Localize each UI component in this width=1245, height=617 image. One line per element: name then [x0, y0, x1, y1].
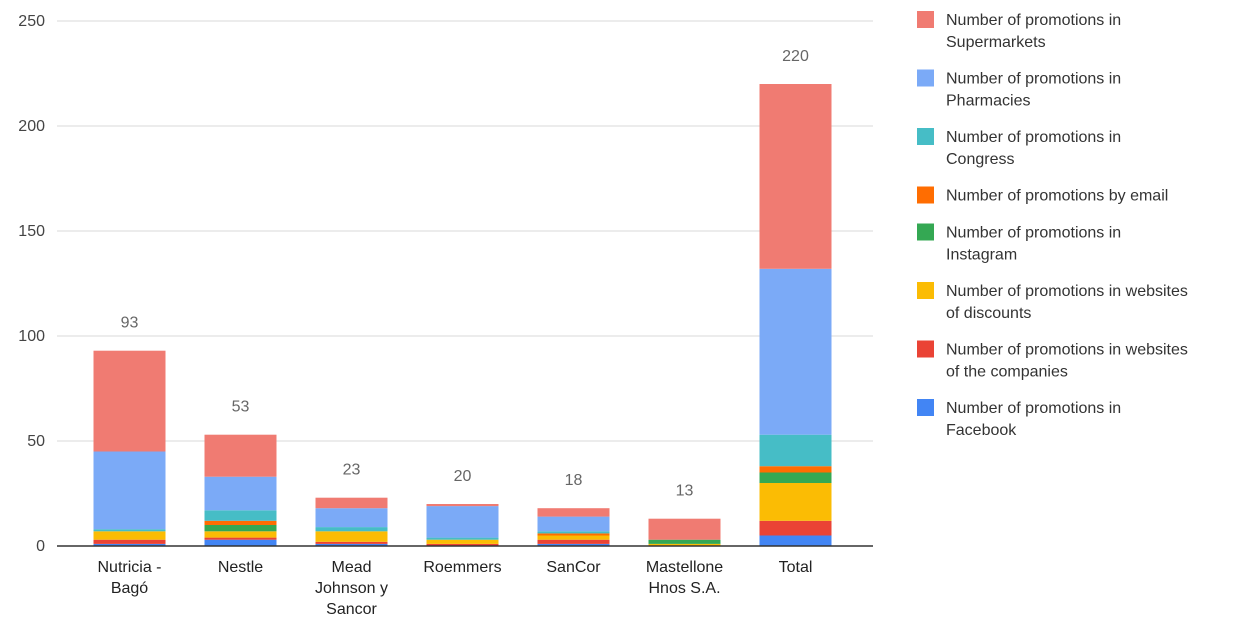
bar-segment	[315, 497, 388, 509]
bar-segment	[204, 539, 277, 546]
legend: Number of promotions in Supermarkets Numbe…	[917, 11, 1188, 439]
bar-segment	[315, 508, 388, 528]
bar-segment	[315, 527, 388, 532]
legend-swatch	[917, 340, 934, 358]
bar-segment	[537, 543, 610, 546]
total-labels: 93 53 23 20 18 13 220	[121, 48, 809, 500]
legend-label: Number of promotions in Pharmacies	[946, 71, 1121, 110]
bar-segment	[759, 483, 832, 521]
bar-segment	[204, 510, 277, 521]
x-category-label: Mastellone Hnos S.A.	[646, 559, 723, 597]
total-data-label: 23	[343, 462, 361, 479]
bar-segment	[426, 539, 499, 544]
x-axis: Nutricia -Bagó Nestle Mead Johnson y Sancor R…	[57, 545, 873, 617]
bar-segment	[648, 539, 721, 544]
legend-label: Number of promotions in websites of the c…	[946, 342, 1188, 381]
bar-segment	[648, 543, 721, 546]
bar-segment	[648, 518, 721, 540]
bar-segment	[426, 506, 499, 538]
bar-segment	[426, 543, 499, 546]
legend-label: Number of promotions in Instagram	[946, 225, 1121, 264]
x-category-label: Mead Johnson y Sancor	[315, 559, 388, 617]
y-tick-label: 0	[36, 538, 45, 555]
bar-segment	[204, 525, 277, 532]
legend-swatch	[917, 11, 934, 28]
bar-segment	[537, 539, 610, 544]
y-tick-label: 250	[18, 13, 45, 30]
bar-segment	[204, 434, 277, 477]
bar-segment	[93, 531, 166, 540]
bar-segment	[759, 84, 832, 269]
legend-swatch	[917, 282, 934, 299]
gridlines	[57, 20, 873, 442]
legend-entry: Number of promotions in Pharmacies	[917, 69, 1121, 110]
legend-label: Number of promotions in websites of disco…	[946, 283, 1188, 322]
y-tick-label: 150	[18, 223, 45, 240]
legend-swatch	[917, 186, 934, 204]
bar-segment	[537, 516, 610, 532]
legend-entry: Number of promotions in websites of the c…	[917, 340, 1188, 381]
bar-segment	[537, 533, 610, 536]
legend-entry: Number of promotions in websites of disco…	[917, 282, 1188, 322]
total-data-label: 93	[121, 315, 139, 332]
legend-swatch	[917, 69, 934, 87]
legend-entry: Number of promotions in Instagram	[917, 223, 1121, 264]
bar-segment	[759, 268, 832, 435]
bar-segment	[93, 451, 166, 530]
total-data-label: 13	[676, 483, 694, 500]
bar-segment	[426, 504, 499, 507]
x-category-label: Total	[779, 559, 813, 576]
legend-label: Number of promotions in Facebook	[946, 400, 1121, 439]
total-data-label: 53	[232, 399, 250, 416]
bar-segment	[204, 476, 277, 511]
y-tick-label: 200	[18, 118, 45, 135]
bar-segment	[315, 541, 388, 544]
x-category-label: SanCor	[546, 559, 601, 576]
y-tick-label: 50	[27, 433, 45, 450]
x-category-label: Nestle	[218, 559, 263, 576]
y-axis-ticks: 0 50 100 150 200 250	[18, 13, 45, 555]
bar-segment	[759, 434, 832, 467]
legend-label: Number of promotions in Supermarkets	[946, 12, 1121, 51]
legend-swatch	[917, 128, 934, 145]
bar-segment	[204, 531, 277, 538]
total-data-label: 20	[454, 468, 472, 485]
bar-segment	[759, 466, 832, 473]
total-data-label: 18	[565, 472, 583, 489]
legend-swatch	[917, 399, 934, 416]
bar-segment	[759, 472, 832, 483]
bar-segment	[93, 529, 166, 532]
legend-entry: Number of promotions in Congress	[917, 128, 1121, 168]
bar-segment	[426, 537, 499, 540]
bar-segment	[315, 531, 388, 542]
legend-swatch	[917, 223, 934, 241]
legend-entry: Number of promotions in Supermarkets	[917, 11, 1121, 51]
legend-label: Number of promotions by email	[946, 188, 1168, 205]
x-category-label: Nutricia -Bagó	[97, 559, 161, 597]
bar-segment	[537, 535, 610, 540]
bar-segment	[204, 520, 277, 525]
bar-segment	[537, 531, 610, 534]
y-tick-label: 100	[18, 328, 45, 345]
bar-segment	[759, 520, 832, 536]
bar-segment	[759, 535, 832, 546]
bars	[93, 84, 832, 546]
bar-segment	[93, 350, 166, 452]
x-category-label: Roemmers	[423, 559, 501, 576]
legend-entry: Number of promotions in Facebook	[917, 399, 1121, 439]
legend-entry: Number of promotions by email	[917, 186, 1168, 205]
bar-segment	[204, 537, 277, 540]
bar-segment	[93, 543, 166, 546]
bar-segment	[315, 543, 388, 546]
bar-segment	[93, 539, 166, 544]
bar-segment	[537, 508, 610, 517]
total-data-label: 220	[782, 48, 809, 65]
legend-label: Number of promotions in Congress	[946, 129, 1121, 168]
